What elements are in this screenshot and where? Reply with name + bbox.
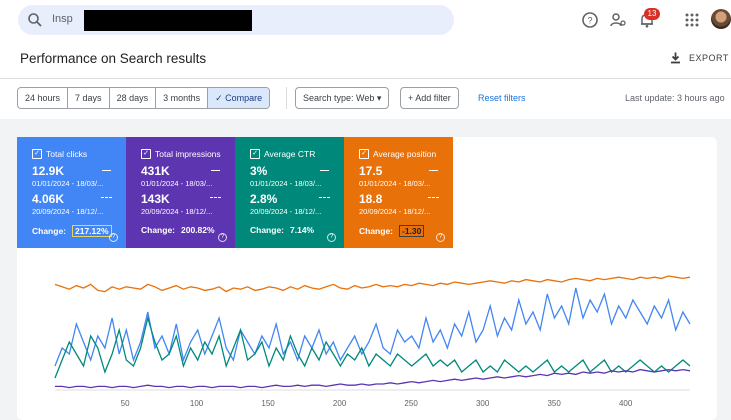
series-line-0: [54, 275, 691, 293]
range-compare-label: Compare: [225, 93, 263, 103]
divider: [286, 87, 287, 109]
change-label: Change:: [32, 226, 66, 236]
help-icon[interactable]: ?: [109, 233, 118, 242]
metric-value: 3%: [250, 164, 268, 178]
add-filter-label: Add filter: [415, 93, 451, 103]
search-icon: [28, 13, 42, 27]
reset-filters-link[interactable]: Reset filters: [478, 93, 526, 103]
search-type-chip[interactable]: Search type: Web ▾: [295, 87, 390, 109]
metric-tile-clicks[interactable]: ✓ Total clicks 12.9K 01/01/2024 - 18/03/.…: [17, 137, 126, 248]
metric-compare-value: 2.8%: [250, 192, 278, 206]
metric-compare-date-range: 20/09/2024 - 18/12/...: [250, 207, 322, 216]
help-icon[interactable]: ?: [218, 233, 227, 242]
range-3-months[interactable]: 3 months: [156, 88, 209, 108]
range-24-hours[interactable]: 24 hours: [18, 88, 69, 108]
help-icon[interactable]: ?: [581, 11, 599, 29]
svg-text:?: ?: [587, 16, 592, 26]
dashed-line-icon: [210, 197, 221, 198]
range-28-days[interactable]: 28 days: [110, 88, 157, 108]
solid-line-icon: [320, 170, 329, 171]
series-line-2: [54, 315, 691, 379]
metric-tile-position[interactable]: ✓ Average position 17.5 01/01/2024 - 18/0…: [344, 137, 453, 248]
metric-label: Average position: [373, 149, 437, 159]
filter-bar: 24 hours 7 days 28 days 3 months ✓ Compa…: [0, 79, 731, 119]
metric-value: 431K: [141, 164, 170, 178]
series-line-1: [54, 287, 691, 367]
search-input[interactable]: Insp: [52, 13, 73, 25]
metric-compare-value: 4.06K: [32, 192, 65, 206]
help-icon[interactable]: ?: [327, 233, 336, 242]
x-tick-label: 300: [476, 399, 490, 408]
metric-date-range: 01/01/2024 - 18/03/...: [250, 179, 322, 188]
plus-icon: +: [408, 93, 416, 103]
export-button[interactable]: EXPORT: [670, 52, 729, 64]
dashed-line-icon: [428, 197, 439, 198]
metric-compare-date-range: 20/09/2024 - 18/12/...: [32, 207, 104, 216]
avatar[interactable]: [711, 9, 731, 29]
metric-date-range: 01/01/2024 - 18/03/...: [32, 179, 104, 188]
metric-label: Total clicks: [46, 149, 88, 159]
date-range-selector: 24 hours 7 days 28 days 3 months ✓ Compa…: [17, 87, 271, 109]
x-tick-label: 150: [261, 399, 275, 408]
metric-compare-value: 18.8: [359, 192, 383, 206]
metric-tile-impressions[interactable]: ✓ Total impressions 431K 01/01/2024 - 18/…: [126, 137, 235, 248]
x-tick-label: 200: [333, 399, 347, 408]
metric-value: 17.5: [359, 164, 383, 178]
series-line-3: [55, 368, 691, 389]
range-7-days[interactable]: 7 days: [68, 88, 110, 108]
metric-label: Total impressions: [155, 149, 221, 159]
x-tick-label: 50: [121, 399, 130, 408]
checkbox-icon[interactable]: ✓: [359, 149, 369, 159]
change-value: 7.14%: [290, 225, 315, 235]
redaction-bar: [84, 10, 252, 31]
solid-line-icon: [102, 170, 111, 171]
manage-users-icon[interactable]: [609, 11, 627, 29]
metric-label: Average CTR: [264, 149, 316, 159]
search-type-label: Search type: Web: [303, 93, 375, 103]
metric-value: 12.9K: [32, 164, 65, 178]
change-label: Change:: [250, 225, 284, 235]
checkbox-icon[interactable]: ✓: [250, 149, 260, 159]
solid-line-icon: [429, 170, 438, 171]
x-tick-label: 350: [547, 399, 561, 408]
dashed-line-icon: [101, 197, 112, 198]
checkbox-icon[interactable]: ✓: [141, 149, 151, 159]
notification-badge: 13: [644, 8, 660, 20]
change-label: Change:: [359, 226, 393, 236]
last-update-text: Last update: 3 hours ago: [625, 93, 725, 103]
metric-compare-date-range: 20/09/2024 - 18/12/...: [141, 207, 213, 216]
x-tick-label: 100: [190, 399, 204, 408]
check-icon: ✓: [215, 93, 226, 103]
change-label: Change:: [141, 225, 175, 235]
export-label: EXPORT: [689, 53, 729, 63]
solid-line-icon: [211, 170, 220, 171]
apps-grid-icon[interactable]: [683, 11, 701, 29]
page-title: Performance on Search results: [20, 51, 207, 66]
range-compare[interactable]: ✓ Compare: [208, 88, 270, 108]
dropdown-arrow-icon: ▾: [376, 93, 382, 103]
add-filter-button[interactable]: + Add filter: [400, 87, 459, 109]
metric-compare-value: 143K: [141, 192, 170, 206]
help-icon[interactable]: ?: [436, 233, 445, 242]
metric-tile-ctr[interactable]: ✓ Average CTR 3% 01/01/2024 - 18/03/... 2…: [235, 137, 344, 248]
change-value: -1.30: [399, 225, 425, 237]
top-bar: Insp ? 13: [0, 0, 731, 40]
checkbox-icon[interactable]: ✓: [32, 149, 42, 159]
metric-date-range: 01/01/2024 - 18/03/...: [359, 179, 431, 188]
x-tick-label: 250: [404, 399, 418, 408]
metric-compare-date-range: 20/09/2024 - 18/12/...: [359, 207, 431, 216]
metric-date-range: 01/01/2024 - 18/03/...: [141, 179, 213, 188]
download-icon: [671, 52, 680, 64]
page-header: Performance on Search results EXPORT: [0, 40, 731, 79]
change-value: 217.12%: [72, 225, 112, 237]
search-bar[interactable]: Insp: [18, 5, 454, 35]
x-tick-label: 400: [619, 399, 633, 408]
change-value: 200.82%: [181, 225, 215, 235]
dashed-line-icon: [319, 197, 330, 198]
